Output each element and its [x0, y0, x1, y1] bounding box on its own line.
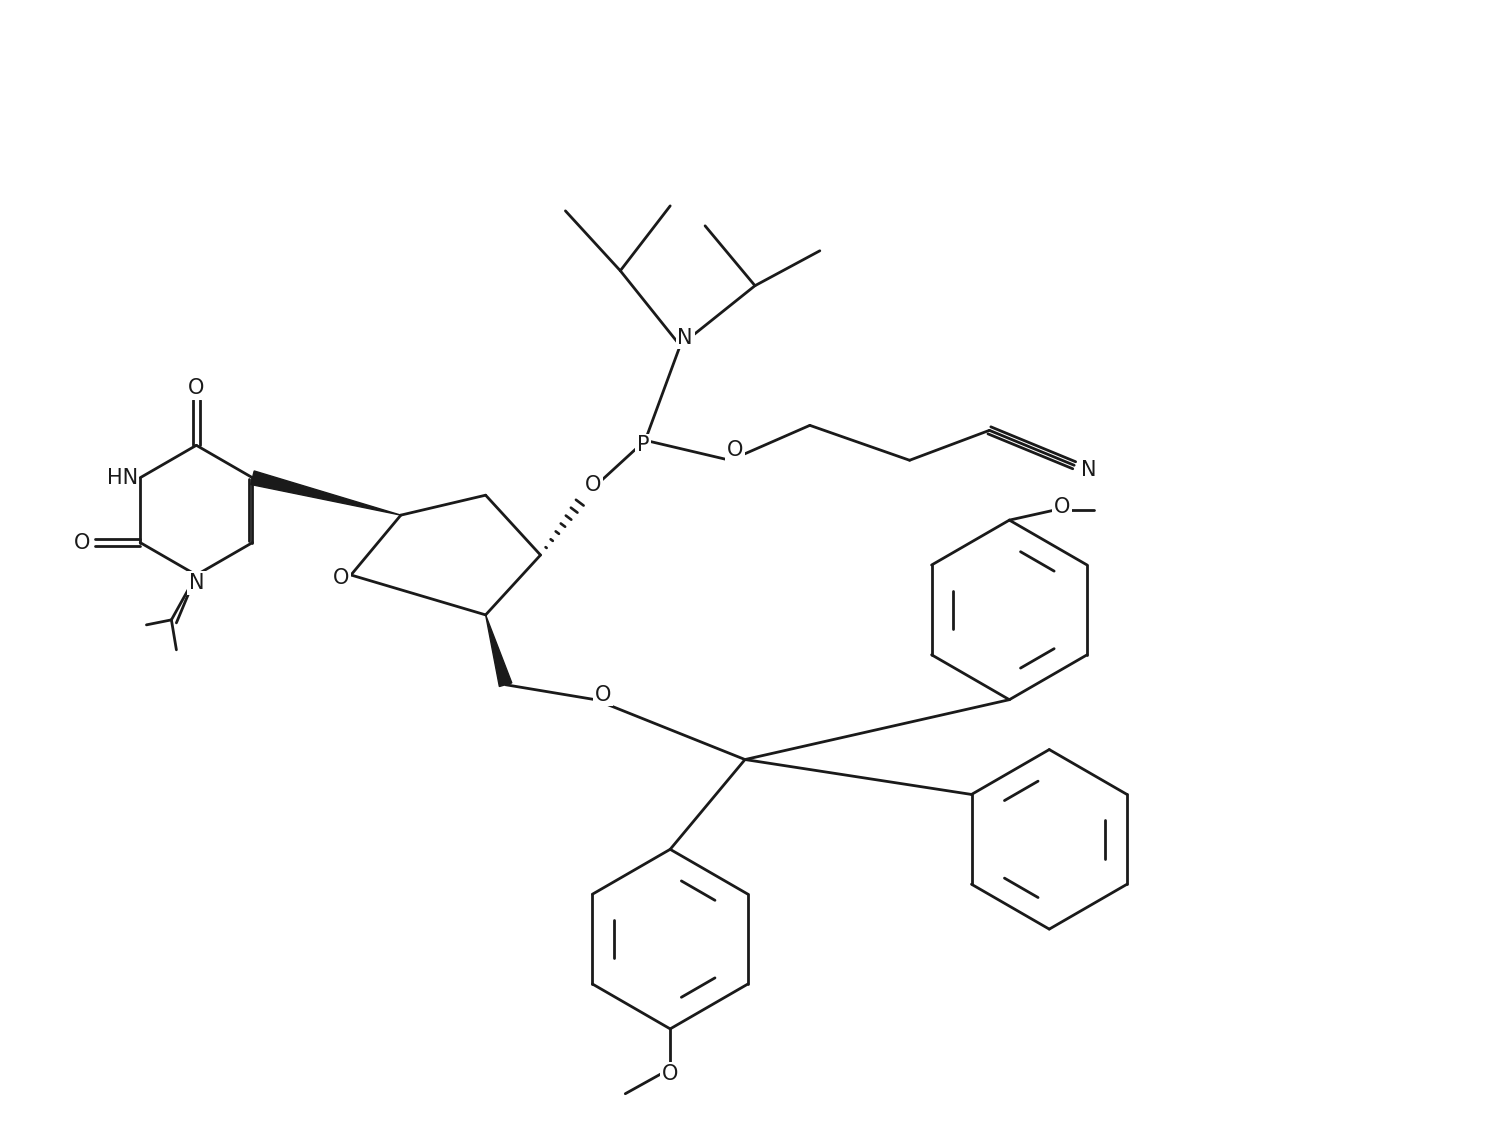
Text: O: O	[595, 685, 611, 705]
Text: O: O	[586, 475, 602, 495]
Text: O: O	[74, 532, 91, 553]
Text: O: O	[332, 568, 349, 588]
Text: O: O	[188, 378, 204, 399]
Text: HN: HN	[107, 467, 137, 488]
Text: N: N	[678, 327, 693, 348]
Polygon shape	[486, 614, 513, 686]
Text: O: O	[1053, 497, 1070, 518]
Text: O: O	[662, 1064, 678, 1084]
Text: O: O	[727, 440, 744, 461]
Polygon shape	[250, 471, 401, 515]
Text: N: N	[1082, 461, 1097, 480]
Text: P: P	[638, 435, 650, 455]
Text: N: N	[189, 573, 204, 593]
